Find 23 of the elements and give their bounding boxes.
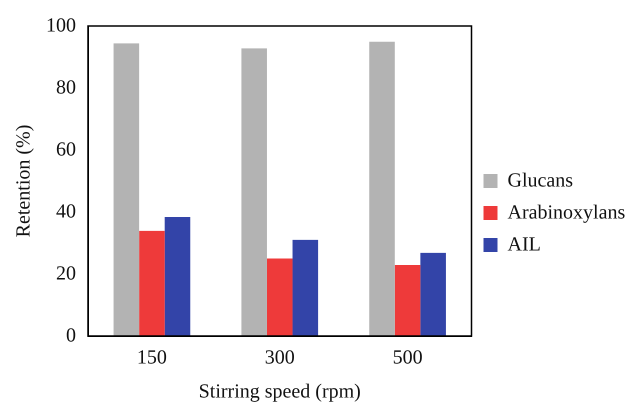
x-tick-label: 500 bbox=[392, 346, 423, 368]
legend-label: Arabinoxylans bbox=[508, 201, 626, 224]
x-axis-title: Stirring speed (rpm) bbox=[198, 380, 361, 402]
y-tick-label: 40 bbox=[56, 200, 76, 222]
legend-label: Glucans bbox=[508, 169, 574, 192]
bar bbox=[394, 265, 420, 336]
bar bbox=[420, 252, 446, 336]
y-tick-label: 20 bbox=[56, 262, 76, 284]
y-tick-label: 100 bbox=[46, 14, 76, 36]
bar bbox=[241, 48, 267, 336]
y-tick-label: 60 bbox=[56, 138, 76, 160]
y-axis-title: Retention (%) bbox=[12, 124, 34, 238]
legend-label: AIL bbox=[508, 233, 541, 256]
bar bbox=[266, 258, 293, 336]
x-tick-label: 150 bbox=[136, 346, 167, 368]
bar bbox=[164, 216, 190, 336]
y-tick-label: 0 bbox=[66, 324, 76, 346]
bar bbox=[292, 240, 318, 336]
bar bbox=[369, 42, 395, 336]
y-tick-label: 80 bbox=[56, 76, 76, 98]
bar bbox=[114, 43, 140, 336]
x-tick-label: 300 bbox=[264, 346, 295, 368]
bar bbox=[139, 230, 165, 336]
